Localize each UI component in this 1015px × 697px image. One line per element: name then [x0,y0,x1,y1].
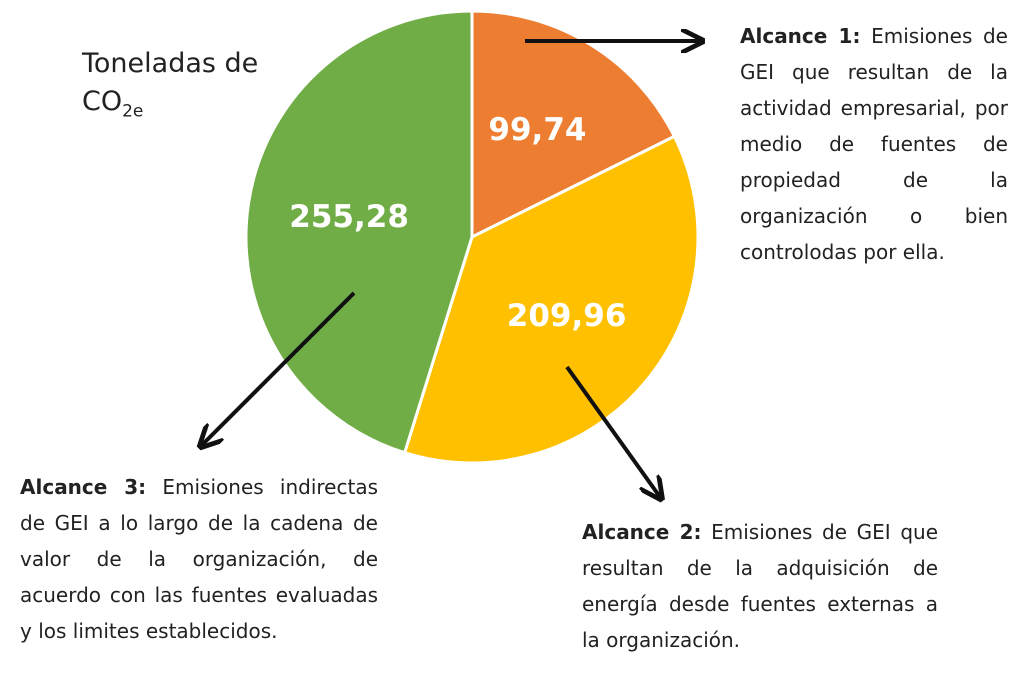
annotation-label: Alcance 2: [582,520,702,544]
title-subscript: 2e [122,101,144,122]
annotation-text: Emisiones de GEI que resultan de la acti… [740,24,1008,264]
title-text: Toneladas de [82,48,259,79]
title-formula: CO [82,86,123,117]
arrow [202,291,356,445]
value-label: 255,28 [289,199,409,235]
pie-slice [402,134,700,465]
annotation: Alcance 3: Emisiones indirectas de GEI a… [20,469,378,649]
annotation-text: Emisiones indirectas de GEI a lo largo d… [20,475,378,643]
chart-title: Toneladas de CO2e [82,45,258,130]
pie: 99,74 209,96 255,28 [244,9,700,465]
value-label: 99,74 [488,112,586,148]
pie-slice [470,9,677,240]
annotation-label: Alcance 1: [740,24,861,48]
annotation: Alcance 1: Emisiones de GEI que resultan… [740,18,1008,270]
arrow [565,365,660,497]
annotation: Alcance 2: Emisiones de GEI que resultan… [582,514,938,658]
value-label: 209,96 [507,298,627,334]
annotation-text: Emisiones de GEI que resultan de la adqu… [582,520,938,652]
annotation-label: Alcance 3: [20,475,147,499]
